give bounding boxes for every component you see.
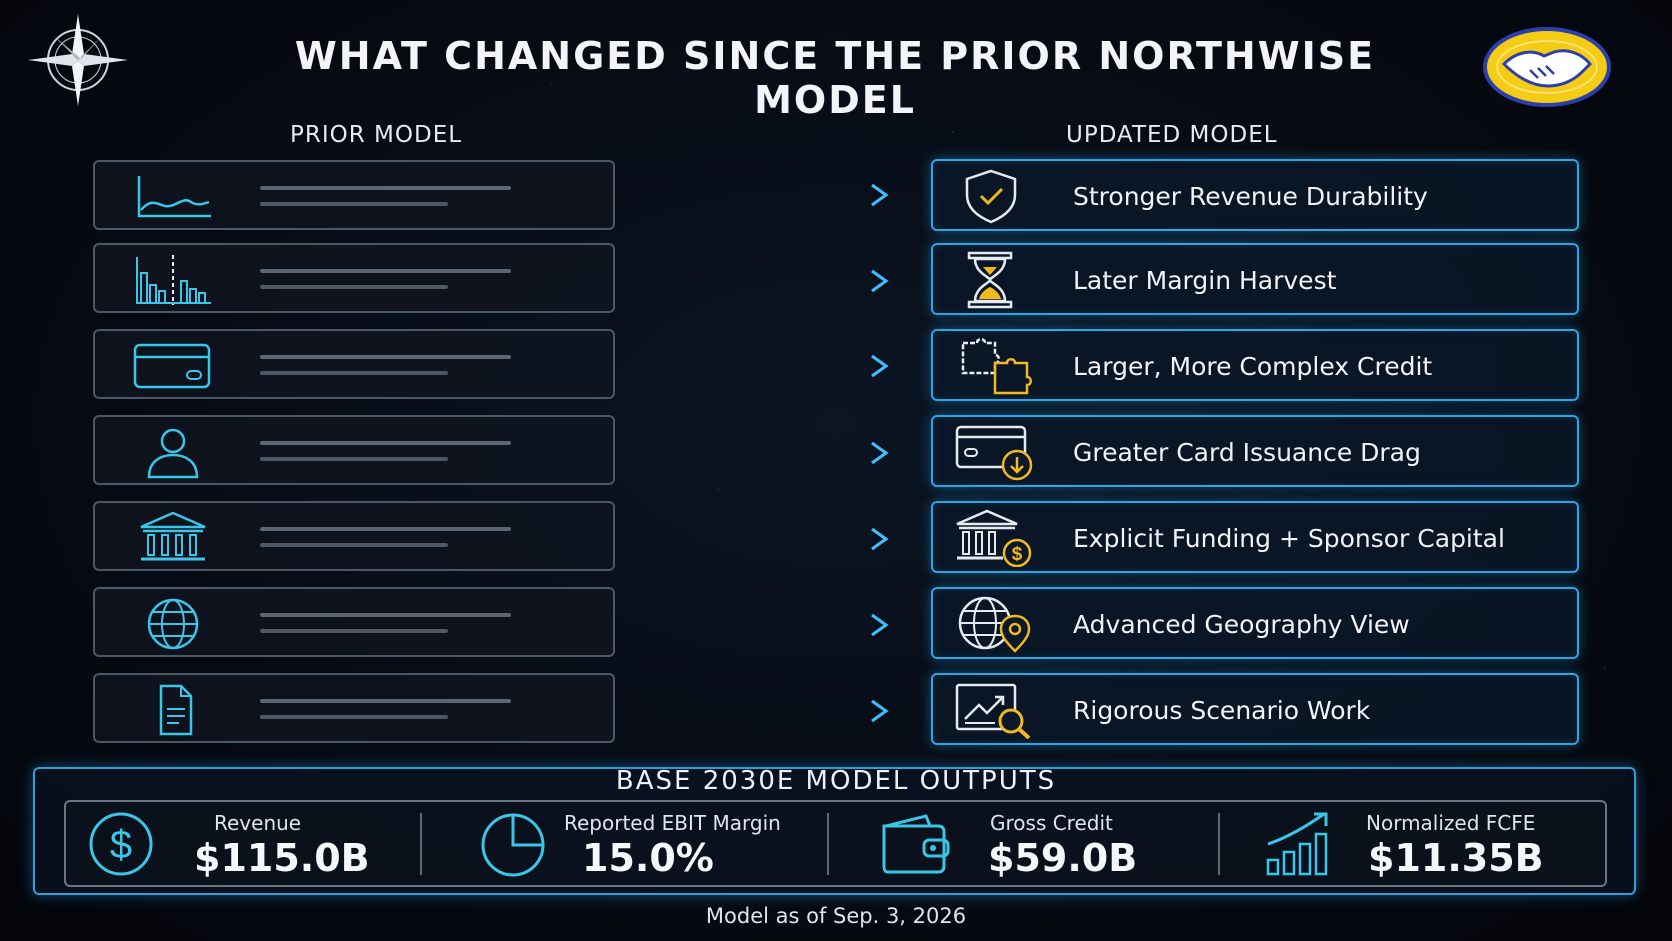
kpi-divider bbox=[1218, 813, 1220, 875]
kpi-divider bbox=[420, 813, 422, 875]
kpi-fcfe-label: Normalized FCFE bbox=[1366, 811, 1536, 835]
kpi-credit-label: Gross Credit bbox=[990, 811, 1113, 835]
prior-model-heading: PRIOR MODEL bbox=[290, 122, 463, 148]
card-download-icon bbox=[955, 425, 1033, 481]
kpi-divider bbox=[827, 813, 829, 875]
bank-dollar-icon: $ bbox=[956, 509, 1032, 567]
chart-magnifier-icon bbox=[955, 683, 1031, 739]
user-icon bbox=[147, 428, 199, 479]
kpi-revenue-label: Revenue bbox=[214, 811, 302, 835]
hourglass-icon bbox=[967, 251, 1013, 309]
globe-icon bbox=[147, 598, 199, 650]
arrow-5 bbox=[630, 527, 889, 551]
prior-card-1 bbox=[93, 160, 615, 230]
compass-icon bbox=[28, 14, 128, 106]
kpi-fcfe-value: $11.35B bbox=[1368, 836, 1544, 880]
dollar-circle-icon: $ bbox=[89, 812, 153, 876]
bar-chart-icon bbox=[136, 255, 211, 305]
handshake-logo-icon bbox=[1483, 27, 1611, 107]
prior-card-4 bbox=[93, 415, 615, 485]
updated-card-4: Greater Card Issuance Drag bbox=[931, 415, 1579, 487]
updated-label: Explicit Funding + Sponsor Capital bbox=[1073, 524, 1505, 553]
updated-card-1: Stronger Revenue Durability bbox=[931, 159, 1579, 231]
globe-pin-icon bbox=[958, 596, 1031, 653]
prior-card-7 bbox=[93, 673, 615, 743]
svg-text:$: $ bbox=[110, 823, 132, 867]
puzzle-icon bbox=[961, 338, 1032, 395]
prior-card-6 bbox=[93, 587, 615, 657]
arrow-7 bbox=[630, 699, 889, 723]
prior-card-5 bbox=[93, 501, 615, 571]
updated-model-heading: UPDATED MODEL bbox=[1066, 122, 1278, 148]
credit-card-icon bbox=[133, 343, 211, 389]
updated-card-3: Larger, More Complex Credit bbox=[931, 329, 1579, 401]
bank-icon bbox=[140, 511, 206, 561]
prior-card-2 bbox=[93, 243, 615, 313]
arrow-6 bbox=[630, 613, 889, 637]
updated-label: Greater Card Issuance Drag bbox=[1073, 438, 1421, 467]
kpi-credit-value: $59.0B bbox=[988, 836, 1138, 880]
arrow-2 bbox=[630, 269, 889, 293]
updated-label: Later Margin Harvest bbox=[1073, 266, 1337, 295]
footer-note: Model as of Sep. 3, 2026 bbox=[705, 904, 967, 928]
document-icon bbox=[159, 684, 193, 736]
updated-card-6: Advanced Geography View bbox=[931, 587, 1579, 659]
updated-card-2: Later Margin Harvest bbox=[931, 243, 1579, 315]
page-title: WHAT CHANGED SINCE THE PRIOR NORTHWISE M… bbox=[294, 34, 1376, 122]
updated-label: Advanced Geography View bbox=[1073, 610, 1410, 639]
pie-chart-icon bbox=[481, 813, 545, 877]
arrow-3 bbox=[630, 354, 889, 378]
svg-text:$: $ bbox=[1012, 544, 1023, 565]
growth-bars-icon bbox=[1266, 812, 1328, 876]
kpi-ebit-label: Reported EBIT Margin bbox=[564, 811, 781, 835]
line-chart-icon bbox=[137, 176, 211, 218]
updated-label: Stronger Revenue Durability bbox=[1073, 182, 1428, 211]
updated-label: Rigorous Scenario Work bbox=[1073, 696, 1371, 725]
kpi-ebit-value: 15.0% bbox=[582, 836, 714, 880]
shield-check-icon bbox=[965, 169, 1017, 224]
prior-card-3 bbox=[93, 329, 615, 399]
arrow-4 bbox=[630, 441, 889, 465]
updated-card-5: $ Explicit Funding + Sponsor Capital bbox=[931, 501, 1579, 573]
base-outputs-heading: BASE 2030E MODEL OUTPUTS bbox=[615, 766, 1057, 796]
wallet-icon bbox=[882, 814, 950, 874]
kpi-revenue-value: $115.0B bbox=[194, 836, 370, 880]
updated-card-7: Rigorous Scenario Work bbox=[931, 673, 1579, 745]
arrow-1 bbox=[630, 183, 889, 207]
kpi-strip bbox=[64, 800, 1607, 887]
updated-label: Larger, More Complex Credit bbox=[1073, 352, 1433, 381]
